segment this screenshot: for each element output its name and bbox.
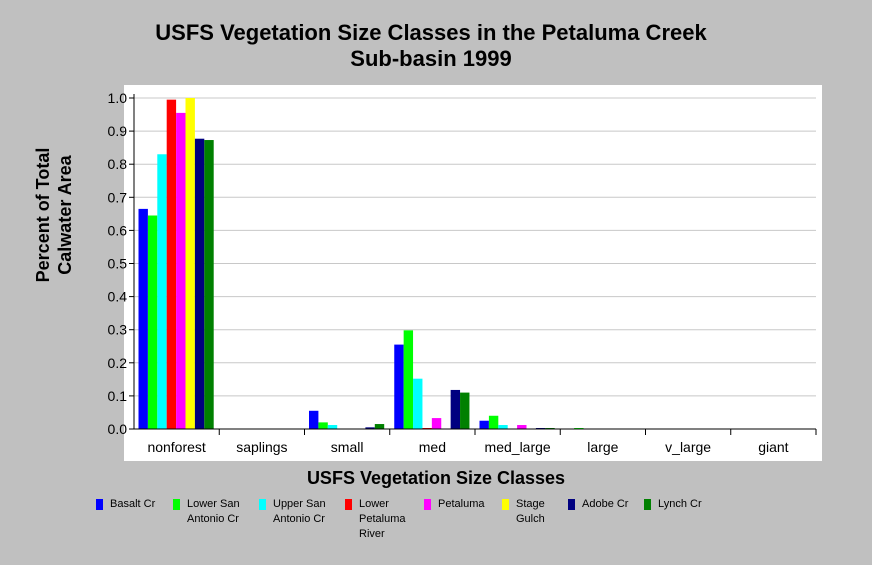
chart-title-line-2: Sub-basin 1999 xyxy=(350,46,512,71)
legend-swatch xyxy=(259,499,266,510)
y-tick-label: 0.3 xyxy=(108,322,128,338)
legend-swatch xyxy=(96,499,103,510)
legend-swatch xyxy=(345,499,352,510)
legend-swatch xyxy=(644,499,651,510)
legend-item: Stage Gulch xyxy=(502,497,545,527)
legend-swatch xyxy=(502,499,509,510)
bar xyxy=(413,378,423,429)
bar xyxy=(138,208,148,429)
bar xyxy=(431,418,442,429)
bar xyxy=(147,215,158,429)
grid-lines xyxy=(134,97,816,397)
bar xyxy=(166,99,177,429)
legend-swatch xyxy=(424,499,431,510)
bars xyxy=(138,98,584,430)
legend-item: Lynch Cr xyxy=(644,497,702,512)
legend-label: Lower San Antonio Cr xyxy=(187,498,240,525)
x-tick-label: med xyxy=(419,439,446,455)
bar xyxy=(204,140,214,430)
chart-title-line-1: USFS Vegetation Size Classes in the Peta… xyxy=(155,20,707,45)
y-tick-label: 0.5 xyxy=(108,256,128,272)
bar xyxy=(365,427,375,429)
plot-background xyxy=(124,85,822,461)
legend-item: Lower Petaluma River xyxy=(345,497,405,542)
axes: 0.0 0.1 0.2 0.3 0.4 0.5 0.6 0.7 0.8 0.9 1.0 nonfore… xyxy=(108,90,817,455)
y-tick-label: 0.1 xyxy=(108,388,128,404)
legend-label: Lynch Cr xyxy=(658,498,702,510)
x-tick-label: small xyxy=(331,439,364,455)
y-tick-label: 1.0 xyxy=(108,90,128,106)
x-tick-label: giant xyxy=(758,439,788,455)
bar xyxy=(498,425,508,429)
legend-label: Adobe Cr xyxy=(582,498,629,510)
bar xyxy=(194,138,205,429)
bar xyxy=(394,344,404,429)
x-tick-label: saplings xyxy=(236,439,287,455)
legend-swatch xyxy=(568,499,575,510)
x-tick-label: nonforest xyxy=(147,439,205,455)
y-tick-label: 0.8 xyxy=(108,156,128,172)
y-tick-label: 0.0 xyxy=(108,421,128,437)
bar xyxy=(450,389,461,429)
legend-item: Petaluma xyxy=(424,497,484,512)
y-tick-label: 0.4 xyxy=(108,289,128,305)
legend-swatch xyxy=(173,499,180,510)
legend-item: Adobe Cr xyxy=(568,497,628,512)
bar xyxy=(176,112,186,430)
y-tick-label: 0.7 xyxy=(108,189,128,205)
bar xyxy=(517,425,527,429)
legend-item: Upper San Antonio Cr xyxy=(259,497,326,527)
x-axis-label: USFS Vegetation Size Classes xyxy=(306,468,566,488)
chart-title: USFS Vegetation Size Classes in the Peta… xyxy=(0,20,862,72)
y-tick-label: 0.2 xyxy=(108,355,128,371)
bar xyxy=(479,420,489,429)
x-tick-label: v_large xyxy=(665,439,711,455)
legend-label: Upper San Antonio Cr xyxy=(273,498,326,525)
bar xyxy=(318,422,328,429)
x-tick-label: med_large xyxy=(485,439,551,455)
legend-item: Basalt Cr xyxy=(96,497,155,512)
bar xyxy=(185,98,195,429)
bar xyxy=(309,410,319,429)
legend-label: Basalt Cr xyxy=(110,498,156,510)
legend-item: Lower San Antonio Cr xyxy=(173,497,240,527)
bar xyxy=(460,392,470,429)
x-tick-label: large xyxy=(587,439,618,455)
bar xyxy=(157,154,167,429)
bar xyxy=(488,415,499,429)
bar xyxy=(374,424,385,429)
y-tick-label: 0.9 xyxy=(108,123,128,139)
bar xyxy=(403,330,414,429)
legend-label: Lower Petaluma River xyxy=(359,498,406,540)
legend-label: Petaluma xyxy=(438,498,485,510)
bar xyxy=(327,425,338,429)
y-tick-label: 0.6 xyxy=(108,222,128,238)
legend-label: Stage Gulch xyxy=(516,498,545,525)
